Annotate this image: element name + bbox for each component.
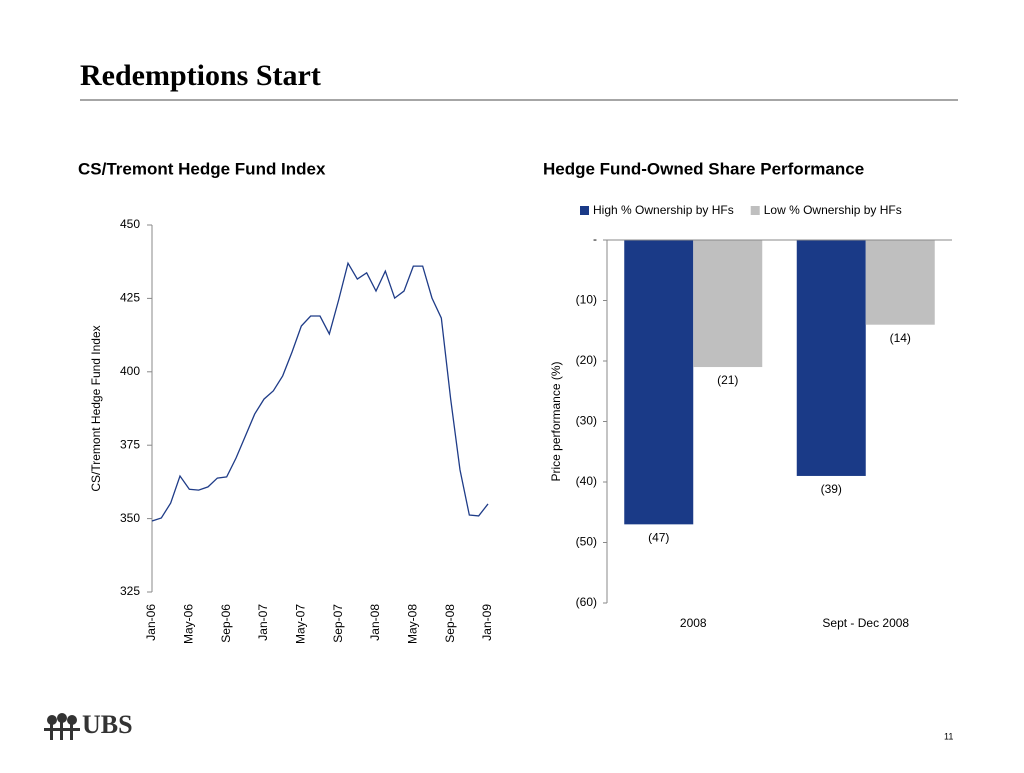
- bar: [796, 240, 866, 476]
- y-tick-label: 400: [120, 364, 140, 378]
- x-tick-label: May-06: [182, 604, 196, 644]
- data-label: (14): [890, 331, 911, 345]
- bar: [865, 240, 935, 325]
- page-number: 11: [944, 731, 953, 741]
- x-tick-label: Sep-08: [443, 604, 457, 643]
- y-axis-label: CS/Tremont Hedge Fund Index: [89, 325, 103, 491]
- legend-swatch: [580, 206, 589, 215]
- y-tick-label: (30): [576, 414, 597, 428]
- y-tick-label: 450: [120, 217, 140, 231]
- legend-swatch: [750, 206, 760, 215]
- x-tick-label: Jan-07: [256, 604, 270, 641]
- x-tick-label: Sept - Dec 2008: [822, 616, 909, 630]
- x-tick-label: May-07: [294, 604, 308, 644]
- y-tick-label: -: [593, 232, 597, 246]
- y-tick-label: (60): [576, 595, 597, 609]
- chart-title: Hedge Fund-Owned Share Performance: [543, 159, 864, 178]
- y-tick-label: (10): [576, 293, 597, 307]
- y-tick-label: 425: [120, 291, 140, 305]
- y-tick-label: 350: [120, 511, 140, 525]
- logo-icon: [44, 713, 80, 740]
- line: [151, 261, 489, 522]
- bar: [624, 240, 694, 525]
- y-axis-label: Price performance (%): [549, 361, 563, 481]
- legend-label: High % Ownership by HFs: [593, 203, 734, 217]
- slide-title: Redemptions Start: [80, 59, 321, 92]
- legend-label: Low % Ownership by HFs: [764, 203, 902, 217]
- y-tick-label: 375: [120, 437, 140, 451]
- data-label: (39): [821, 482, 842, 496]
- y-tick-label: (50): [576, 535, 597, 549]
- x-tick-label: 2008: [680, 616, 707, 630]
- logo: UBS: [82, 710, 133, 739]
- y-tick-label: (20): [576, 353, 597, 367]
- x-tick-label: Jan-08: [368, 604, 382, 641]
- x-tick-label: Sep-06: [219, 604, 233, 643]
- x-tick-label: Sep-07: [331, 604, 345, 643]
- x-tick-label: May-08: [406, 604, 420, 644]
- y-tick-label: 325: [120, 584, 140, 598]
- data-label: (47): [648, 531, 669, 545]
- chart-title: CS/Tremont Hedge Fund Index: [78, 159, 326, 178]
- x-tick-label: Jan-06: [144, 604, 158, 641]
- x-tick-label: Jan-09: [480, 604, 494, 641]
- data-label: (21): [717, 373, 738, 387]
- y-tick-label: (40): [576, 474, 597, 488]
- bar: [693, 240, 763, 368]
